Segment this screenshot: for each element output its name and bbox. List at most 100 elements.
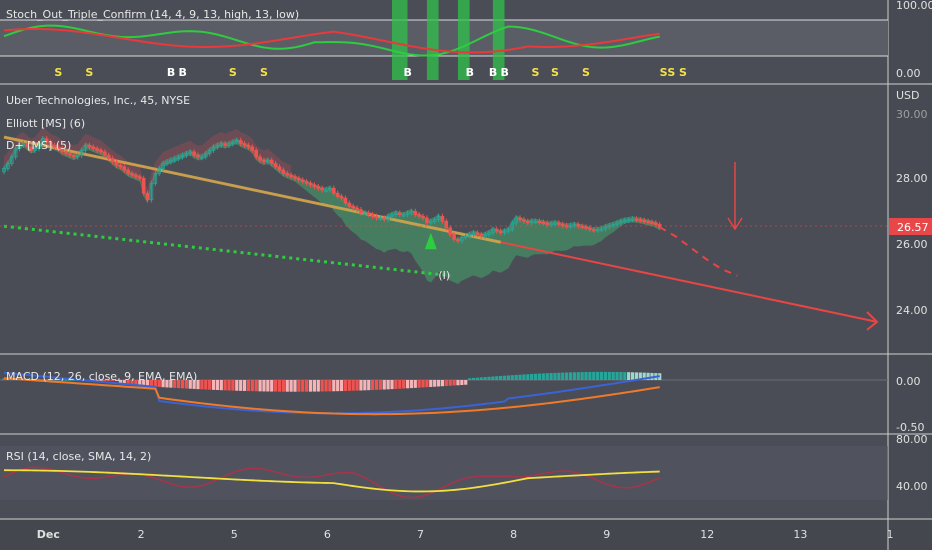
macd-bar [134,380,138,386]
candle [471,232,476,235]
macd-bar [328,380,332,392]
candle [238,139,243,145]
candle [417,214,421,217]
candle [169,159,173,163]
candle [413,210,418,216]
macd-bar [448,380,452,386]
macd-bar [200,380,204,390]
candle [654,222,658,225]
candle [440,215,445,222]
macd-bar [526,374,530,380]
candle [176,156,181,159]
candle [460,237,464,242]
time-axis[interactable]: Dec 2 5 6 7 8 9 12 13 1 [37,528,894,541]
candle [312,184,317,187]
macd-bar [537,373,542,380]
macd-bar [541,373,545,380]
candle [300,179,305,183]
macd-bar [196,380,200,390]
price-title: Uber Technologies, Inc., 45, NYSE [6,94,190,107]
candle [623,219,627,223]
stoch-axis-0: 0.00 [896,67,921,80]
signal-bar [392,0,408,80]
macd-bar [332,380,336,392]
candle [250,146,255,151]
elliott-cloud [4,127,660,284]
macd-bar [367,380,371,391]
price-panel[interactable]: Uber Technologies, Inc., 45, NYSE Elliot… [0,89,932,331]
macd-bar [460,380,464,386]
candle [281,169,286,174]
time-label: 8 [510,528,517,541]
candle [64,151,68,154]
candle [141,177,146,194]
candle [110,158,115,163]
candle [188,151,193,154]
macd-bar [402,380,406,389]
candle [122,166,127,171]
macd-bar [619,372,623,380]
macd-bar [274,380,278,392]
candle [615,222,619,225]
macd-bar [305,380,309,392]
candle [343,197,348,204]
candle [95,148,99,151]
candle [409,210,414,214]
candle [25,143,30,148]
candle [560,223,565,227]
candle [491,229,495,234]
macd-bar [491,376,495,380]
macd-bar [297,380,301,392]
candle [401,214,406,217]
candle [533,220,538,224]
candle [285,172,290,176]
candle [13,148,18,158]
stoch-axis-100: 100.00 [896,0,932,12]
sell-signal: S [54,66,62,79]
candle [390,214,394,217]
candle [428,220,433,224]
candle [269,159,274,164]
time-label: 2 [138,528,145,541]
macd-panel[interactable]: MACD (12, 26, close, 9, EMA, EMA) 0.00 -… [0,370,924,434]
candle [60,148,64,153]
dplus-indicator-label[interactable]: D+ [MS] (5) [6,139,71,152]
macd-bar [436,380,441,387]
macd-bar [603,371,607,380]
macd-bar [72,379,76,381]
macd-bar [312,380,316,392]
macd-bar [231,380,235,391]
elliott-indicator-label[interactable]: Elliott [MS] (6) [6,117,85,130]
candle [258,156,262,161]
buy-signal: B [178,66,186,79]
rsi-panel[interactable]: RSI (14, close, SMA, 14, 2) 80.00 40.00 [0,433,928,500]
candle [211,146,216,151]
buy-signal: B [489,66,497,79]
macd-bar [48,379,53,381]
candle [41,138,45,145]
macd-bar [374,380,379,390]
macd-bar [405,380,410,389]
candle [335,192,340,197]
macd-bar [549,373,553,380]
candle [324,189,328,192]
price-axis-30: 30.00 [896,108,928,121]
candle [33,148,37,151]
macd-axis-neg: -0.50 [896,421,924,434]
macd-bar [398,380,402,389]
candle [134,174,138,178]
sell-signal: S [679,66,687,79]
last-price-value: 26.57 [897,221,929,234]
macd-bar [250,380,254,392]
candle [52,144,57,148]
macd-bar [599,371,604,380]
candle [9,156,14,164]
candle [328,187,332,191]
candle [355,207,359,211]
projection-dashed-line [659,226,738,277]
sell-signal: S [532,66,540,79]
macd-bar [56,379,60,381]
macd-bar [588,371,592,380]
